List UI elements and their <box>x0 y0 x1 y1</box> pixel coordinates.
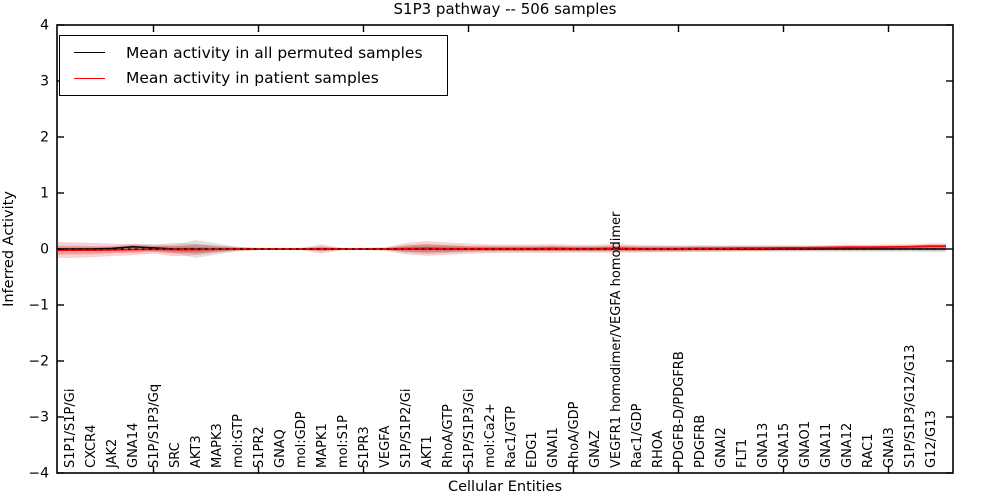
x-tick-label: GNAZ <box>588 430 603 468</box>
y-tick-label: −2 <box>28 354 49 370</box>
x-axis-label: Cellular Entities <box>447 479 563 495</box>
legend-line-permuted-icon <box>74 52 105 54</box>
x-tick-label: RAC1 <box>861 433 876 468</box>
x-tick-label: GNA11 <box>819 423 834 468</box>
x-tick-label: SRC <box>168 442 183 468</box>
x-tick-label: S1P1/S1P/Gi <box>63 389 78 468</box>
x-tick-label: EDG1 <box>525 431 540 468</box>
x-tick-label: VEGFR1 homodimer/VEGFA homodimer <box>609 211 624 468</box>
x-tick-label: CXCR4 <box>84 425 99 468</box>
y-tick-label: 1 <box>40 186 49 202</box>
x-tick-label: S1PR3 <box>357 426 372 468</box>
x-tick-label: S1P/S1P2/Gi <box>399 389 414 468</box>
x-tick-label: S1PR2 <box>252 426 267 468</box>
x-tick-label: S1P/S1P3/Gi <box>462 389 477 468</box>
x-tick-label: AKT3 <box>189 435 204 468</box>
x-tick-label: VEGFA <box>378 426 393 468</box>
x-tick-label: mol:Ca2+ <box>483 403 498 468</box>
x-tick-label: S1P/S1P3/Gq <box>147 384 162 468</box>
x-tick-label: RhoA/GTP <box>441 404 456 468</box>
x-tick-label: GNA15 <box>777 423 792 468</box>
x-tick-label: MAPK3 <box>210 423 225 468</box>
y-tick-label: 3 <box>40 74 49 90</box>
x-tick-label: MAPK1 <box>315 423 330 468</box>
x-tick-label: GNA12 <box>840 423 855 468</box>
x-tick-label: PDGFRB <box>693 415 708 468</box>
x-tick-label: FLT1 <box>735 439 750 468</box>
x-tick-label: AKT1 <box>420 435 435 468</box>
y-tick-label: −1 <box>28 298 49 314</box>
chart-title: S1P3 pathway -- 506 samples <box>393 0 617 18</box>
x-tick-label: GNAI3 <box>882 427 897 468</box>
x-tick-label: mol:GTP <box>231 414 246 468</box>
x-tick-label: PDGFB-D/PDGFRB <box>672 351 687 468</box>
y-tick-label: 2 <box>40 130 49 146</box>
x-tick-label: RhoA/GDP <box>567 401 582 468</box>
x-tick-label: mol:GDP <box>294 411 309 468</box>
legend-line-patient-icon <box>74 77 105 79</box>
y-tick-label: 4 <box>40 18 49 34</box>
x-tick-label: RHOA <box>651 430 666 468</box>
x-tick-label: Rac1/GDP <box>630 403 645 468</box>
x-tick-label: GNA14 <box>126 423 141 468</box>
legend-label-permuted: Mean activity in all permuted samples <box>126 43 423 62</box>
legend: Mean activity in all permuted samples Me… <box>59 35 448 96</box>
x-tick-label: JAK2 <box>105 439 120 469</box>
y-tick-label: −4 <box>28 466 49 482</box>
x-tick-label: G12/G13 <box>924 410 939 468</box>
x-tick-label: GNAQ <box>273 429 288 468</box>
x-tick-label: Rac1/GTP <box>504 406 519 468</box>
x-tick-label: GNAI1 <box>546 427 561 468</box>
y-tick-label: 0 <box>40 242 49 258</box>
x-tick-label: GNAI2 <box>714 427 729 468</box>
x-tick-label: S1P/S1P3/G12/G13 <box>903 345 918 468</box>
x-tick-label: GNA13 <box>756 423 771 468</box>
legend-label-patient: Mean activity in patient samples <box>126 69 379 88</box>
x-tick-label: GNAO1 <box>798 421 813 468</box>
y-tick-label: −3 <box>28 410 49 426</box>
x-tick-label: mol:S1P <box>336 415 351 468</box>
legend-entry-patient: Mean activity in patient samples <box>60 69 447 87</box>
y-axis-label: Inferred Activity <box>1 191 17 307</box>
legend-entry-permuted: Mean activity in all permuted samples <box>60 44 447 62</box>
